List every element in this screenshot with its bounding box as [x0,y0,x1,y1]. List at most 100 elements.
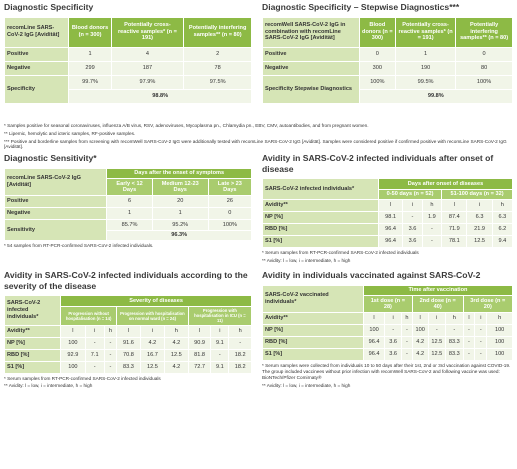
table-body: Avidity** l i h l i h l i h NP [%] 100- -91.6 4.2 4.2 9… [5,325,251,373]
header-row: SARS-CoV-2 infected individuals* Days aft… [263,179,512,200]
corner-header: SARS-CoV-2 infected individuals* [5,296,61,325]
row-label: S1 [%] [263,349,363,361]
header-row: 0-50 days (n = 52) 51-100 days (n = 32) [263,189,512,200]
table-head: recomWell SARS-CoV-2 IgG in combination … [263,17,512,47]
row-label: NP [%] [263,212,378,224]
cell: - [104,361,117,373]
cell: 87.4 [442,212,467,224]
table-body: Avidity** l i h l i h NP [%] 98.1-1.9 87.4 6.3 6.3 R… [263,200,512,248]
cell: 12.5 [140,361,164,373]
total-row: 99.8% [263,89,512,103]
row-label: Negative [5,61,69,75]
cell: l [61,325,85,337]
cell: 70.8 [117,349,140,361]
cell: - [475,337,487,349]
cell: l [463,313,475,325]
cell: 12.5 [164,349,188,361]
cell: 4.2 [164,361,188,373]
cell: 91.6 [117,337,140,349]
total-row: 98.8% [5,89,251,103]
cell: i [140,325,164,337]
column-header: 0-50 days (n = 52) [378,189,442,200]
cell: 2 [184,47,251,61]
header-row: recomLine SARS-CoV-2 IgG [Avidität] Days … [5,168,251,196]
cell: h [229,325,251,337]
column-header: Potentially interfering samples** (n = 8… [184,17,251,47]
row-label: RBD [%] [5,349,61,361]
cell: l [412,313,428,325]
cell: 20 [152,196,208,208]
cell: 100 [363,325,385,337]
cell: 190 [396,61,456,75]
table-row: Specificity 99.7% 97.9% 97.5% [5,75,251,103]
cell: 1 [152,208,208,220]
cell: 97.5% [184,75,251,89]
corner-header: SARS-CoV-2 vaccinated individuals* [263,285,363,313]
column-header: Progression without hospitalisation (n =… [61,306,117,325]
cell: 4.2 [412,349,428,361]
column-header: Late > 23 Days [208,179,251,196]
header-row: SARS-CoV-2 vaccinated individuals* Time a… [263,285,512,313]
footnote: * Serum samples from RT-PCR-confirmed SA… [262,250,419,256]
table-row: Negative 300 190 80 [263,61,512,75]
cell: 6 [107,196,152,208]
cell: l [363,313,385,325]
cell: - [475,325,487,337]
table-body: Positive 6 20 26 Negative 1 1 0 Sensitivity 85.7%… [5,196,251,241]
cell: 21.9 [467,224,492,236]
header-row: recomLine SARS-CoV-2 IgG [Avidität] Blood… [5,17,251,47]
cell: 1.9 [422,212,442,224]
cell: 100 [487,349,512,361]
cell: l [442,200,467,212]
row-label: NP [%] [263,325,363,337]
table-row: RBD [%] 96.4 3.6-4.2 12.5 83.3- -100 [263,337,512,349]
cell: i [385,313,402,325]
cell: 1 [107,208,152,220]
cell: 12.5 [467,236,492,248]
row-label: S1 [%] [5,361,61,373]
cell: h [487,313,512,325]
cell: 6.3 [467,212,492,224]
cell: 96.4 [378,224,403,236]
data-table: recomLine SARS-CoV-2 IgG [Avidität] Blood… [4,17,252,104]
table-row: Positive 0 1 0 [263,47,512,61]
cell: 78 [184,61,251,75]
total-cell: 99.8% [359,89,512,103]
column-header: Progression with hospitalisation in ICU … [188,306,251,325]
cell: 3.6 [403,224,422,236]
cell: i [85,325,104,337]
row-label: Positive [5,47,69,61]
footnote: ** Avidity: l = low, i = intermediate, h… [262,382,351,388]
cell: 92.9 [61,349,85,361]
column-header: Potentially cross-reactive samples* (n =… [396,17,456,47]
column-header: 3rd dose (n = 20) [463,296,512,313]
section-title: Avidity in individuals vaccinated agains… [262,270,481,280]
section-title: Avidity in SARS-CoV-2 infected individua… [262,153,494,174]
cell: 3.6 [385,349,402,361]
cell: 97.9% [111,75,184,89]
cell: 16.7 [140,349,164,361]
table-row: NP [%] 98.1-1.9 87.4 6.3 6.3 [263,212,512,224]
footnote: *** Positive and borderline samples from… [4,138,507,150]
table-row: Avidity** l i h l i h [263,200,512,212]
cell: 96.4 [363,337,385,349]
cell: 100 [61,361,85,373]
corner-header: SARS-CoV-2 infected individuals* [263,179,378,200]
section-title: Diagnostic Sensitivity* [4,153,97,163]
cell: 4.2 [140,337,164,349]
cell: h [446,313,463,325]
corner-header: recomLine SARS-CoV-2 IgG [Avidität] [5,17,69,47]
footnote: ** Avidity: l = low, i = intermediate, h… [262,257,351,263]
table-row: S1 [%] 100- -83.3 12.5 4.2 72.7 9.1 18.2 [5,361,251,373]
cell: 100 [487,337,512,349]
column-header: Early < 12 Days [107,179,152,196]
cell: - [463,325,475,337]
cell: 99.7% [69,75,111,89]
cell: 18.2 [229,349,251,361]
section: Diagnostic Specificity – Stepwise Diagno… [262,2,513,104]
table-head: SARS-CoV-2 vaccinated individuals* Time a… [263,285,512,313]
cell: l [378,200,403,212]
section: Avidity in individuals vaccinated agains… [262,270,513,388]
cell: i [428,313,446,325]
cell: 98.1 [378,212,403,224]
